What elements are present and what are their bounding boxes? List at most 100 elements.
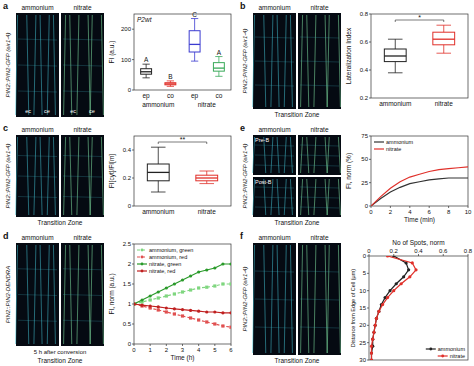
cell-wall [284, 137, 286, 173]
axis-label: No of Spots, norm [392, 239, 444, 247]
whisker-cap [388, 39, 403, 40]
tick-label: 0.2 [360, 95, 369, 101]
plot-area [370, 256, 418, 360]
legend-swatch [137, 270, 147, 271]
whisker-cap [215, 56, 222, 57]
marker [388, 289, 391, 292]
cell-wall [338, 245, 340, 353]
tick-label: 0.4 [360, 67, 369, 73]
group-label: nitrate [198, 101, 216, 108]
cell-wall [255, 145, 294, 146]
tick-label: 200 [121, 26, 132, 32]
axis-label: Distance from Edge of Cell (µm) [350, 269, 356, 348]
tick-label: 0.5 [123, 321, 132, 327]
tick [132, 324, 134, 325]
marker [372, 331, 375, 334]
whisker-cap [436, 53, 451, 54]
cell-wall [338, 15, 340, 107]
legend-marker [429, 348, 432, 351]
tick [369, 136, 371, 137]
cell-wall [290, 245, 292, 353]
legend-label: nitrate [386, 146, 401, 152]
image-label: ammonium [258, 4, 290, 11]
marker [165, 310, 168, 313]
category-label: nitrate [435, 100, 453, 107]
marker [149, 294, 152, 297]
series-line [371, 256, 408, 360]
box [147, 164, 169, 181]
marker [181, 290, 184, 293]
axis-label: Lateralization Index [345, 27, 352, 84]
image-label: nitrate [73, 234, 91, 241]
image-label: nitrate [73, 126, 91, 133]
tick [429, 206, 430, 208]
cell-wall [255, 165, 294, 166]
marker [370, 351, 373, 354]
tick [448, 206, 449, 208]
cell-wall [300, 145, 339, 146]
marker [197, 286, 200, 289]
legend-swatch [374, 148, 384, 149]
zone-label: Transition Zone [38, 219, 83, 226]
cell-wall [77, 245, 79, 344]
tick [132, 244, 134, 245]
series-line [134, 264, 231, 304]
marker [213, 284, 216, 287]
marker [221, 282, 224, 285]
cell-wall [300, 327, 339, 328]
median [141, 71, 152, 72]
tick-label: 0.2 [390, 248, 399, 254]
marker [392, 289, 395, 292]
axis-label: FI (a.u.) [108, 41, 116, 64]
tick-label: 2.5 [123, 241, 132, 247]
marker [371, 338, 374, 341]
marker [140, 298, 143, 301]
marker [149, 298, 152, 301]
tick [198, 344, 199, 346]
cell-wall [271, 137, 273, 173]
whisker-cap [388, 72, 403, 73]
whisker-cap [215, 76, 222, 77]
whisker-cap [436, 25, 451, 26]
cell-wall [88, 15, 90, 115]
marker [197, 310, 200, 313]
tick-label: 100 [121, 57, 132, 63]
marker [221, 262, 224, 265]
cell-wall [277, 137, 279, 173]
micrograph [253, 243, 296, 355]
cell-wall [300, 165, 339, 166]
whisker-cap [199, 171, 214, 172]
cell-wall [338, 179, 340, 215]
marker [173, 312, 176, 315]
legend-marker [141, 249, 144, 252]
marker [157, 290, 160, 293]
marker [374, 324, 377, 327]
cell-wall [101, 245, 103, 344]
marker [400, 282, 403, 285]
marker [140, 304, 143, 307]
marker [205, 310, 208, 313]
cell-wall [284, 179, 286, 215]
cell-wall [300, 299, 339, 300]
cell-wall [338, 137, 340, 173]
tick [369, 98, 371, 99]
marker [370, 358, 373, 360]
cell-wall [277, 15, 279, 107]
cell-wall [63, 320, 102, 321]
tick-label: 2 [165, 347, 169, 353]
tissue-label: ce [44, 108, 50, 114]
category-label: ammonium [379, 100, 411, 107]
cell-wall [327, 245, 329, 353]
cell-wall [300, 85, 339, 86]
cell-wall [255, 207, 294, 208]
cell-wall [53, 245, 55, 344]
marker [189, 309, 192, 312]
whisker-cap [151, 147, 166, 148]
legend-marker [441, 355, 444, 358]
marker [181, 308, 184, 311]
legend-swatch [374, 141, 384, 142]
zone-label: Transition Zone [275, 357, 320, 364]
cell-wall [90, 245, 92, 344]
cell-wall [290, 15, 292, 107]
cell-wall [16, 15, 18, 115]
